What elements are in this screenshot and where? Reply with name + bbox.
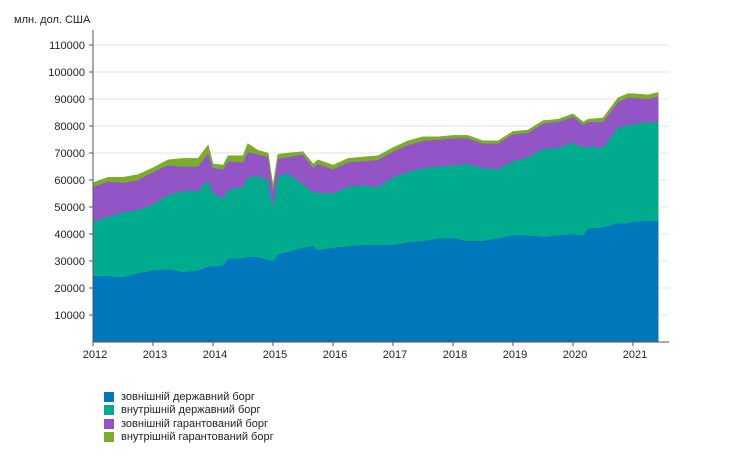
y-tick-label: 90000 [54, 94, 85, 106]
x-tick-label: 2020 [563, 349, 587, 361]
legend-item-domestic-state-debt: внутрішній державний борг [104, 404, 274, 418]
legend-swatch [104, 432, 114, 443]
legend-item-domestic-guaranteed-debt: внутрішній гарантований борг [104, 431, 274, 445]
x-tick-label: 2021 [623, 349, 647, 361]
x-tick-labels: 2012 2013 2014 2015 2016 2017 2018 2019 2020 2021 [83, 349, 647, 361]
y-tick-label: 40000 [54, 229, 85, 241]
y-tick-label: 80000 [54, 121, 85, 133]
y-tick-label: 100000 [48, 67, 85, 79]
y-tick-label: 50000 [54, 202, 85, 214]
area-domestic-guaranteed-debt [92, 91, 659, 190]
x-tick-label: 2014 [203, 349, 227, 361]
x-tick-label: 2016 [323, 349, 347, 361]
legend-swatch [104, 405, 114, 416]
series-areas [92, 91, 659, 343]
y-tick-label: 10000 [54, 310, 85, 322]
legend-label: внутрішній державний борг [121, 404, 261, 417]
y-tick-label: 70000 [54, 148, 85, 160]
x-tick-label: 2015 [263, 349, 287, 361]
x-tick-label: 2018 [443, 349, 467, 361]
x-tick-label: 2019 [503, 349, 527, 361]
unit-label: млн. дол. США [14, 14, 91, 26]
legend-item-external-state-debt: зовнішній державний борг [104, 390, 274, 404]
x-tick-label: 2017 [383, 349, 407, 361]
y-tick-label: 30000 [54, 256, 85, 268]
x-tick-label: 2012 [83, 349, 107, 361]
y-tick-label: 20000 [54, 283, 85, 295]
y-tick-label: 60000 [54, 175, 85, 187]
legend: зовнішній державний борг внутрішній держ… [104, 390, 274, 444]
legend-label: зовнішній державний борг [121, 390, 255, 403]
legend-swatch [104, 391, 114, 402]
y-tick-label: 110000 [49, 40, 85, 52]
legend-label: зовнішній гарантований борг [121, 417, 268, 430]
y-tick-labels: 10000 20000 30000 40000 50000 60000 70000 80000… [48, 40, 85, 322]
axes [89, 30, 669, 346]
legend-swatch [104, 418, 114, 429]
x-tick-label: 2013 [143, 349, 167, 361]
legend-label: внутрішній гарантований борг [121, 431, 274, 444]
legend-item-external-guaranteed-debt: зовнішній гарантований борг [104, 417, 274, 431]
